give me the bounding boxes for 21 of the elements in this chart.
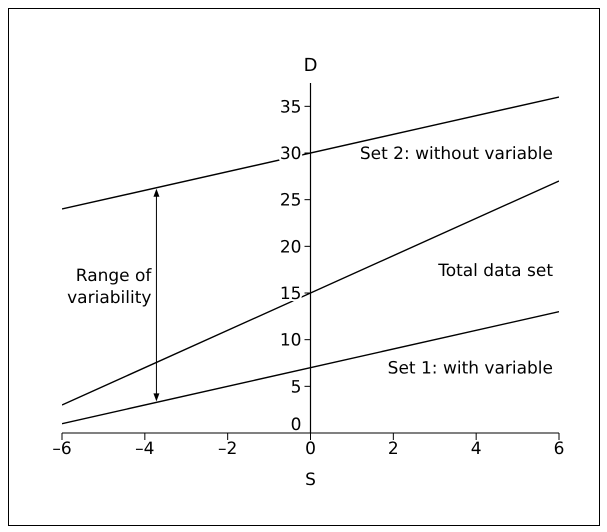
series-label: Total data set [437,261,554,281]
x-axis-title: S [305,470,316,490]
x-tick-label: 4 [470,439,482,460]
x-tick-label: 6 [554,439,564,460]
x-tick-label: 2 [388,439,399,460]
x-tick-label: –2 [218,439,238,460]
y-tick-label: 20 [280,237,302,258]
y-tick-label: 5 [290,377,302,398]
y-tick-label: 10 [280,330,302,351]
y-axis-title: D [304,55,318,76]
y-tick-label: 25 [280,190,302,211]
series-label: Set 1: with variable [388,358,553,379]
x-tick-label: –6 [52,439,72,460]
y-tick-label: 0 [290,415,302,435]
series-label: Set 2: without variable [360,144,553,164]
y-tick-label: 35 [280,97,302,118]
annotation: Range of variability [67,266,152,308]
x-tick-label: 0 [305,439,316,460]
y-tick-label: 15 [280,284,302,304]
x-tick-label: –4 [135,439,154,460]
y-tick-label: 30 [280,144,302,164]
